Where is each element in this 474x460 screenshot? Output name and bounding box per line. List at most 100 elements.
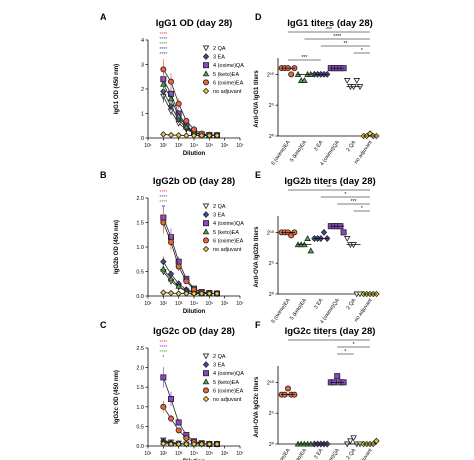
data-point-ketoea5: [175, 112, 182, 119]
data-point-noadj: [160, 440, 167, 447]
panel-title: IgG2c titers (day 28): [285, 326, 376, 337]
significance-label: **: [343, 41, 347, 47]
x-tick-label: 10⁷: [236, 143, 244, 149]
data-point-oximeea6: [167, 78, 174, 85]
panel-letter: C: [100, 320, 107, 330]
y-tick-label: 0.5: [136, 270, 144, 276]
titer-point-qa2: [353, 78, 361, 84]
legend-marker-oximeqa4: [202, 62, 209, 69]
significance-mark: ****: [159, 195, 167, 201]
y-tick-label: 3: [141, 63, 144, 69]
data-point-oximeea6: [160, 403, 167, 410]
y-tick-label: 2.0: [136, 196, 144, 202]
x-tick-label: 10⁶: [221, 451, 229, 457]
y-tick-label: 2⁵: [269, 410, 274, 417]
significance-label: ***: [301, 55, 307, 61]
x-axis-label: Dilution: [183, 151, 206, 157]
significance-mark: ****: [159, 200, 167, 206]
panel-title: IgG2c OD (day 28): [153, 326, 235, 337]
legend-label: 4 (oxime)QA: [213, 221, 244, 227]
y-tick-label: 2¹⁰: [267, 229, 275, 236]
titer-point-qa2: [347, 438, 354, 445]
data-point-noadj: [213, 440, 221, 448]
y-tick-label: 1.5: [136, 221, 144, 227]
legend-marker-ea3: [202, 211, 210, 219]
y-tick-label: 1.5: [136, 385, 144, 391]
data-point-ketoea5: [167, 95, 175, 102]
legend-label: 4 (oxime)QA: [213, 371, 244, 377]
y-tick-label: 1.0: [136, 245, 144, 251]
y-axis-label: Anti-OVA IgG2b titers: [254, 226, 260, 288]
data-point-oximeea6: [167, 415, 174, 422]
titer-point-noadj: [373, 437, 380, 445]
data-point-noadj: [213, 290, 221, 297]
y-tick-label: 2⁰: [269, 291, 275, 298]
y-tick-label: 2¹⁰: [267, 379, 275, 386]
data-point-noadj: [160, 131, 167, 138]
legend-marker-qa2: [202, 203, 210, 210]
legend-marker-qa2: [202, 45, 210, 52]
x-axis-label: Dilution: [183, 309, 206, 315]
data-point-oximeea6: [175, 100, 182, 107]
x-tick-label: 10³: [175, 301, 183, 307]
data-point-oximeea6: [183, 278, 190, 285]
titer-point-qa2: [343, 236, 351, 242]
significance-mark: ****: [159, 52, 167, 58]
significance-mark: ****: [159, 345, 167, 351]
panel-d: D IgG1 titers (day 28) Anti-OVA IgG1 titer…: [254, 12, 380, 167]
x-tick-label: 10³: [175, 143, 183, 149]
x-tick-label: 10²: [160, 143, 168, 149]
legend-marker-oximeea6: [202, 387, 209, 394]
x-tick-label: 10⁶: [221, 143, 229, 149]
y-tick-label: 2⁰: [269, 441, 275, 448]
legend-marker-noadj: [202, 245, 210, 253]
legend-label: 5 (keto)EA: [213, 230, 239, 236]
x-tick-label: 10⁷: [236, 451, 244, 457]
data-point-noadj: [190, 440, 198, 448]
legend-label: 6 (oxime)EA: [213, 388, 244, 394]
x-tick-label: 10⁵: [206, 301, 214, 307]
x-tick-label: 10⁶: [221, 301, 229, 307]
panel-a: A IgG1 OD (day 28) IgG1 OD (450 nm) Dilutio…: [100, 12, 244, 157]
data-point-ketoea5: [175, 282, 182, 289]
legend-marker-ketoea5: [202, 378, 210, 385]
x-tick-label: 10⁴: [190, 451, 198, 457]
panel-letter: E: [255, 170, 261, 180]
category-label: 5 (keto)EA: [289, 297, 308, 321]
y-axis-label: Anti-OVA IgG1 titers: [254, 70, 260, 128]
data-point-oximeea6: [167, 239, 174, 246]
data-point-oximeea6: [175, 263, 182, 270]
legend-label: 2 QA: [213, 204, 226, 210]
y-tick-label: 0.0: [136, 444, 144, 450]
data-point-noadj: [206, 290, 213, 297]
category-label: 6 (oxime)EA: [270, 139, 292, 166]
series-line-oximeqa4: [162, 377, 217, 445]
legend-label: 2 QA: [213, 354, 226, 360]
titer-point-qa2: [350, 435, 357, 442]
data-point-noadj: [183, 132, 190, 139]
data-point-noadj: [160, 289, 167, 296]
titer-point-oximeea6: [288, 71, 295, 78]
y-tick-label: 2⁰: [269, 133, 275, 140]
significance-label: *: [344, 192, 346, 198]
legend-marker-ketoea5: [202, 70, 210, 77]
significance-label: ***: [326, 27, 332, 33]
significance-label: *: [361, 206, 363, 212]
data-point-noadj: [190, 290, 198, 297]
significance-mark: ****: [159, 190, 167, 196]
panel-letter: A: [100, 12, 107, 22]
titer-point-qa2: [343, 78, 351, 84]
data-point-noadj: [175, 440, 182, 448]
titer-point-oximeqa4: [334, 373, 341, 380]
panel-title: IgG2b OD (day 28): [153, 176, 235, 187]
x-tick-label: 10²: [160, 451, 168, 457]
data-point-ketoea5: [160, 265, 167, 272]
x-tick-label: 10³: [175, 451, 183, 457]
y-tick-label: 4: [141, 38, 144, 44]
data-point-noadj: [198, 440, 205, 448]
legend-marker-noadj: [202, 87, 210, 95]
panel-title: IgG2b titers (day 28): [284, 176, 375, 187]
data-point-noadj: [198, 290, 205, 297]
y-axis-label: IgG1 OD (450 nm): [114, 64, 120, 114]
data-point-oximeqa4: [160, 374, 167, 381]
